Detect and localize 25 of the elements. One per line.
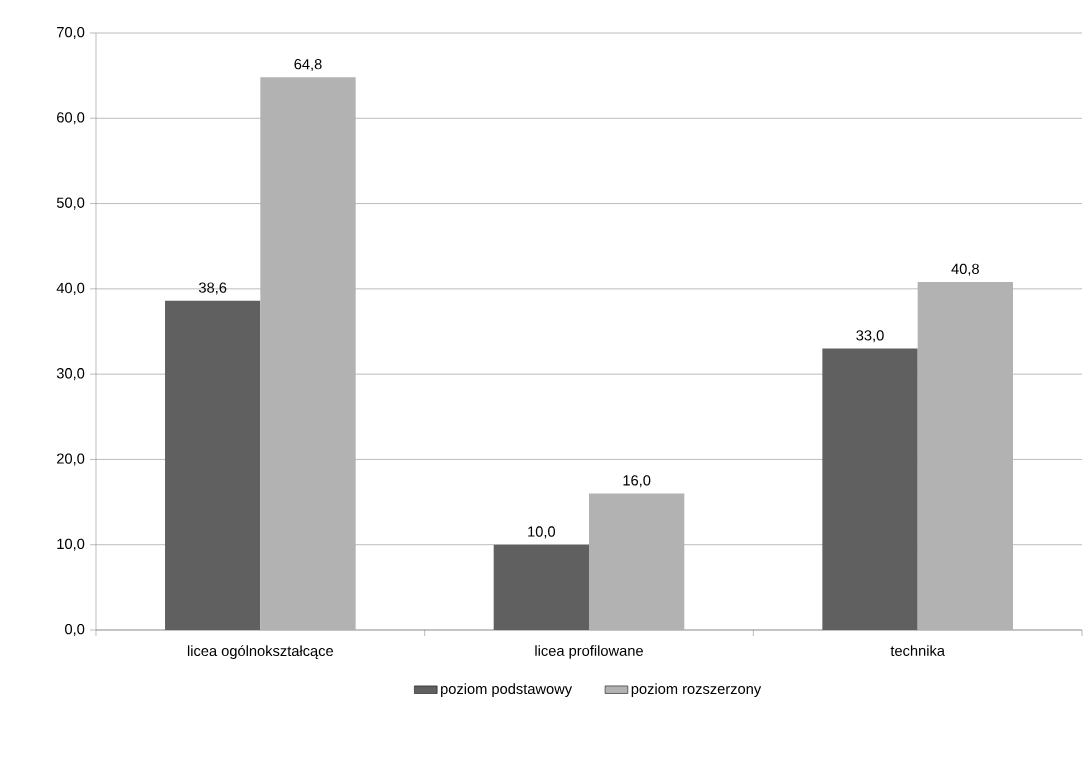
bar <box>260 77 356 630</box>
y-tick-label: 50,0 <box>56 197 85 210</box>
data-label: 64,8 <box>294 58 322 72</box>
y-tick-label: 70,0 <box>57 26 85 40</box>
data-label: 10,0 <box>528 526 556 539</box>
x-tick-label: technika <box>890 645 945 656</box>
bar <box>493 544 589 630</box>
data-label: 40,8 <box>951 263 979 276</box>
data-label: 16,0 <box>623 475 651 488</box>
y-tick-label: 30,0 <box>56 368 85 381</box>
bar <box>589 493 685 630</box>
bar <box>822 348 918 630</box>
y-tick-label: 20,0 <box>57 453 85 466</box>
legend-label: poziom podstawowy <box>441 683 573 697</box>
x-tick-label: licea profilowane <box>535 645 643 659</box>
y-tick-label: 10,0 <box>57 538 85 551</box>
data-label: 38,6 <box>198 282 227 295</box>
x-tick-label: licea ogólnokształcące <box>187 645 334 660</box>
y-tick-label: 0,0 <box>65 623 85 637</box>
y-tick-label: 40,0 <box>56 282 85 295</box>
bar <box>917 282 1013 630</box>
y-tick-label: 60,0 <box>57 112 85 125</box>
data-label: 33,0 <box>856 330 884 343</box>
legend-label: poziom rozszerzony <box>631 683 762 697</box>
bar <box>165 300 261 630</box>
